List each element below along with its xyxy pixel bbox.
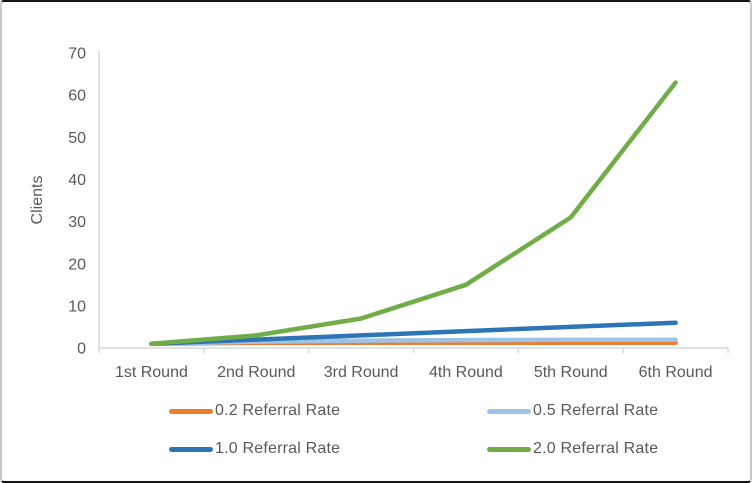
legend-item-0.5-referral-rate: 0.5 Referral Rate xyxy=(487,400,658,422)
y-axis-title: Clients xyxy=(29,176,46,225)
x-tick-label: 6th Round xyxy=(639,364,713,381)
x-tick-label: 4th Round xyxy=(429,364,503,381)
x-tick-label: 3rd Round xyxy=(324,364,399,381)
x-tick-label: 1st Round xyxy=(115,364,188,381)
y-tick-label: 30 xyxy=(68,214,86,231)
y-tick-label: 50 xyxy=(68,130,86,147)
legend-swatch-icon xyxy=(487,446,531,452)
legend-label: 0.5 Referral Rate xyxy=(533,402,659,419)
y-tick-label: 0 xyxy=(77,341,86,358)
y-tick-label: 40 xyxy=(68,172,86,189)
legend-item-1.0-referral-rate: 1.0 Referral Rate xyxy=(169,438,340,460)
x-tick-label: 5th Round xyxy=(534,364,608,381)
legend-item-2.0-referral-rate: 2.0 Referral Rate xyxy=(487,438,658,460)
series-line-2-0-referral-rate xyxy=(149,80,678,347)
legend-label: 1.0 Referral Rate xyxy=(215,440,341,457)
y-tick-label: 60 xyxy=(68,88,86,105)
legend-swatch-icon xyxy=(487,408,531,414)
y-tick-label: 20 xyxy=(68,256,86,273)
legend-item-0.2-referral-rate: 0.2 Referral Rate xyxy=(169,400,340,422)
legend-label: 0.2 Referral Rate xyxy=(215,402,341,419)
y-tick-label: 70 xyxy=(68,46,86,63)
series-line-1-0-referral-rate xyxy=(149,320,678,347)
y-tick-label: 10 xyxy=(68,298,86,315)
legend-swatch-icon xyxy=(169,446,213,452)
x-tick-label: 2nd Round xyxy=(217,364,295,381)
legend-label: 2.0 Referral Rate xyxy=(533,440,659,457)
legend-swatch-icon xyxy=(169,408,213,414)
generated-chart-layers: 0 10 20 30 40 50 60 70 1st Round 2nd Round 3rd Rou… xyxy=(68,46,729,381)
